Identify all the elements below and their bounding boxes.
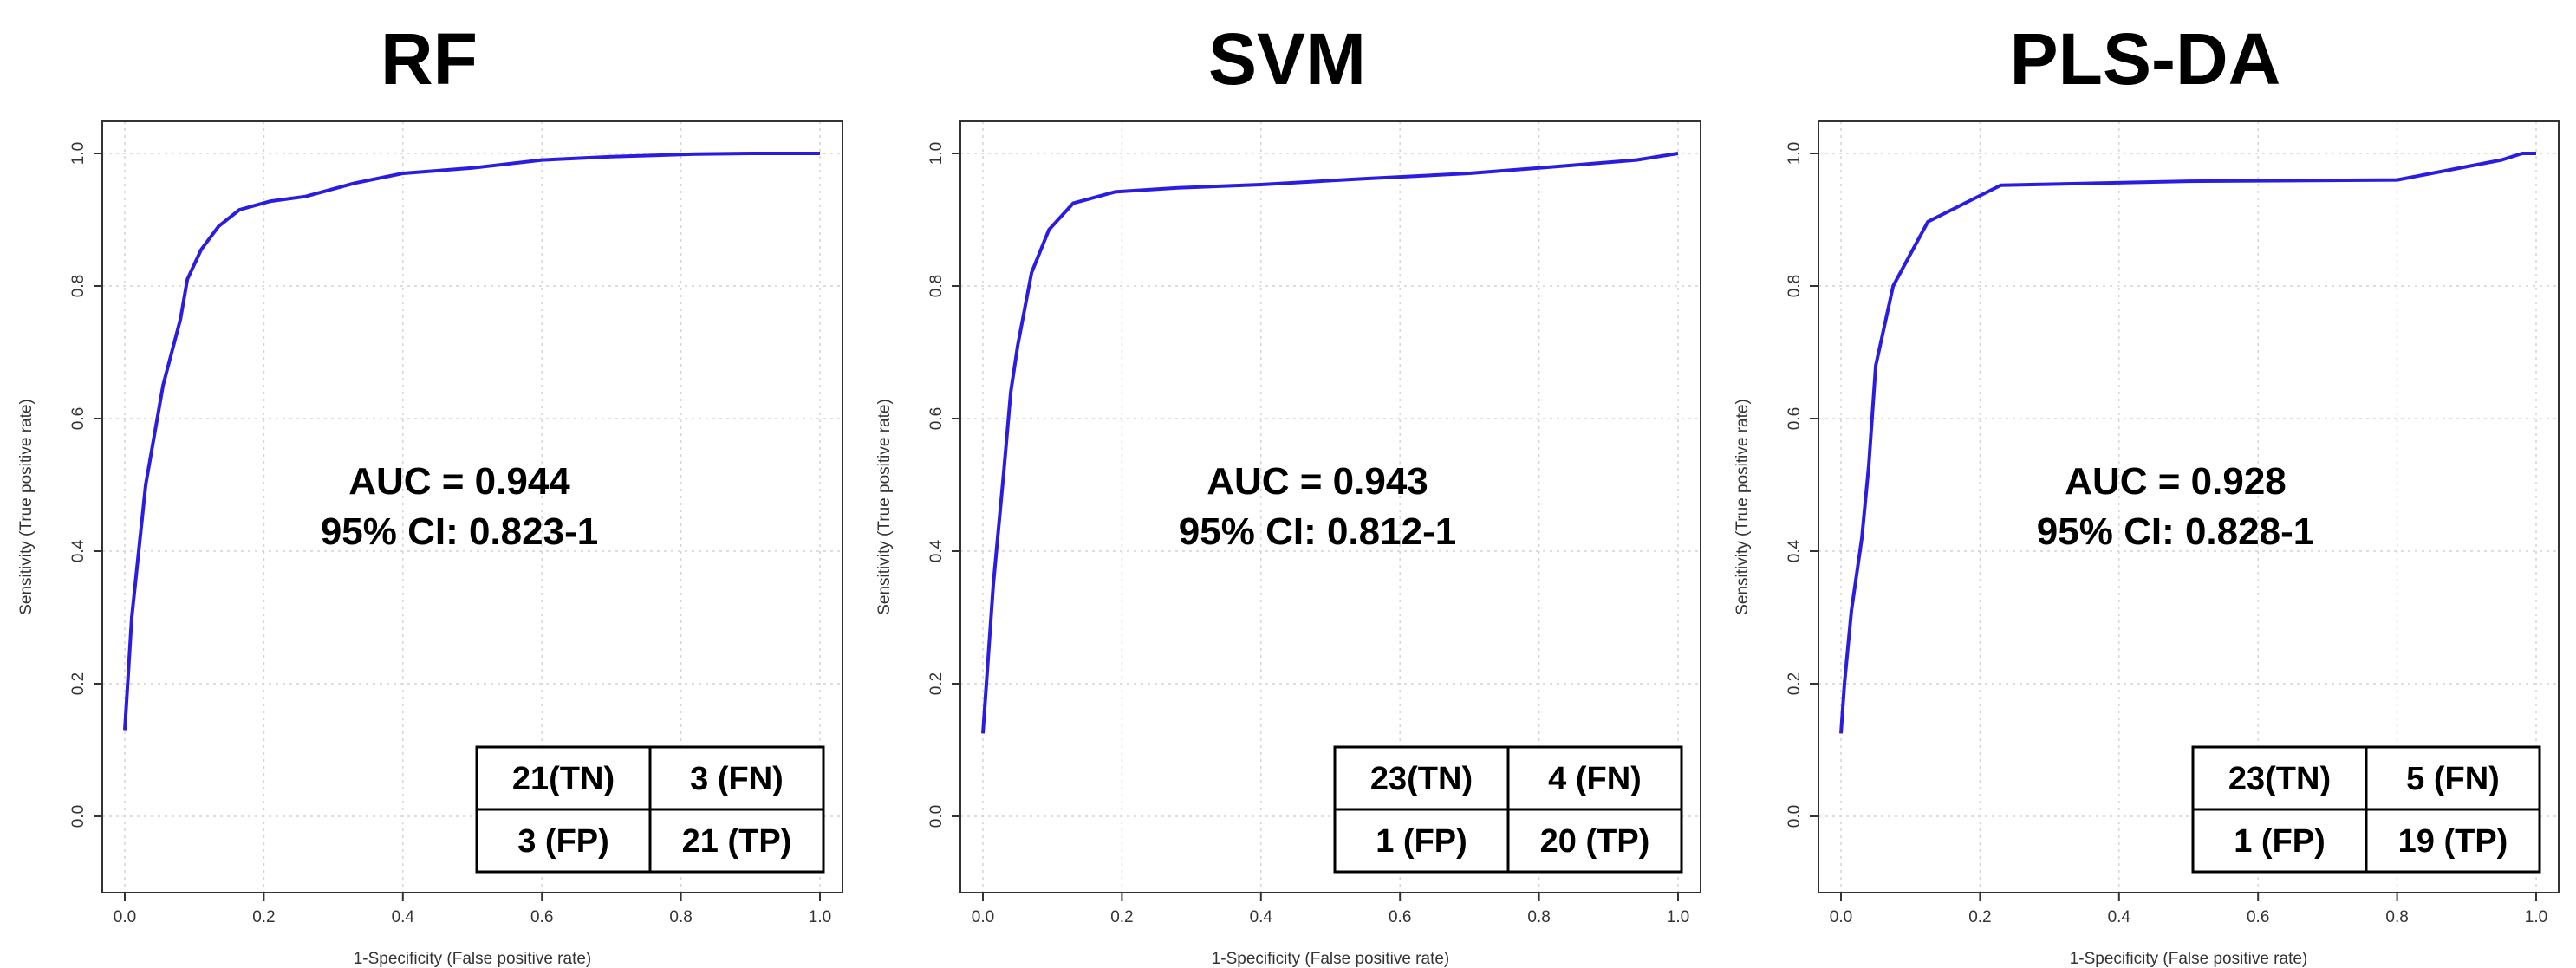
chart-title: PLS-DA [2009, 18, 2281, 100]
confusion-matrix-cell: 1 (FP) [1376, 823, 1467, 860]
confusion-matrix-cell: 1 (FP) [2234, 823, 2326, 860]
confusion-matrix-cell: 21 (TP) [682, 823, 792, 860]
roc-curve [123, 152, 820, 731]
y-axis-title: Sensitivity (True positive rate) [875, 399, 894, 615]
x-axis-title: 1-Specificity (False positive rate) [2070, 950, 2308, 968]
auc-value: AUC = 0.943 [1207, 460, 1428, 503]
y-tick-label: 0.0 [927, 805, 946, 828]
roc-plot: 0.0 0.2 0.4 0.6 0.8 1.0 0.0 0.2 0.4 0.6 0.8 1.0 1-Sp… [875, 120, 1701, 968]
x-tick-label: 1.0 [2525, 908, 2547, 926]
y-tick-label: 0.8 [927, 275, 946, 297]
y-tick-label: 0.8 [69, 275, 88, 297]
auc-ci: 95% CI: 0.823-1 [321, 510, 598, 553]
confusion-matrix-cell: 3 (FP) [517, 823, 609, 860]
chart-title: RF [381, 18, 478, 100]
x-tick-label: 0.0 [1830, 908, 1852, 926]
y-tick-label: 0.4 [1786, 539, 1804, 562]
auc-ci: 95% CI: 0.828-1 [2037, 510, 2314, 553]
roc-plot: 0.0 0.2 0.4 0.6 0.8 1.0 0.0 0.2 0.4 0.6 0.8 1.0 1-Sp… [1734, 120, 2560, 968]
x-tick-label: 0.6 [530, 908, 553, 926]
x-tick-label: 0.8 [2385, 908, 2408, 926]
confusion-matrix-cell: 23(TN) [2228, 761, 2331, 797]
y-tick-label: 1.0 [927, 142, 946, 165]
roc-panel-svm: SVM 0.0 0.2 0.4 0.6 0.8 1.0 0.0 0.2 0.4 0.6 0.8 1.0… [858, 0, 1716, 968]
x-tick-label: 0.2 [1968, 908, 1991, 926]
plot-frame [1818, 120, 2560, 893]
y-tick-label: 0.2 [1786, 672, 1804, 695]
x-tick-label: 0.0 [972, 908, 994, 926]
roc-curve [1839, 152, 2536, 734]
x-tick-label: 0.8 [669, 908, 692, 926]
x-tick-label: 0.6 [1389, 908, 1411, 926]
confusion-matrix-cell: 3 (FN) [690, 761, 784, 797]
y-tick-label: 0.0 [69, 805, 88, 828]
x-tick-label: 0.4 [2108, 908, 2131, 926]
confusion-matrix-cell: 23(TN) [1370, 761, 1473, 797]
y-tick-label: 0.2 [927, 672, 946, 695]
confusion-matrix-cell: 20 (TP) [1540, 823, 1650, 860]
confusion-matrix-cell: 21(TN) [512, 761, 615, 797]
roc-panel-rf: RF 0.0 0.2 0.4 0.6 0.8 1.0 0.0 0.2 0.4 0.6 0.8 1.0 1… [0, 0, 858, 968]
plot-frame [101, 120, 843, 893]
y-tick-label: 0.2 [69, 672, 88, 695]
y-tick-label: 0.0 [1786, 805, 1804, 828]
auc-ci: 95% CI: 0.812-1 [1179, 510, 1456, 553]
roc-panel-plsda: PLS-DA 0.0 0.2 0.4 0.6 0.8 1.0 0.0 0.2 0.4 0.6 0.8… [1716, 0, 2574, 968]
y-tick-label: 0.4 [69, 539, 88, 562]
y-axis-title: Sensitivity (True positive rate) [17, 399, 36, 615]
y-tick-label: 1.0 [69, 142, 88, 165]
x-tick-label: 0.0 [114, 908, 136, 926]
x-tick-label: 0.2 [252, 908, 275, 926]
chart-title: SVM [1207, 18, 1367, 100]
x-tick-label: 0.6 [2247, 908, 2269, 926]
y-tick-label: 0.6 [1786, 407, 1804, 430]
x-tick-label: 0.4 [1250, 908, 1273, 926]
x-tick-label: 0.8 [1527, 908, 1550, 926]
confusion-matrix-cell: 5 (FN) [2406, 761, 2500, 797]
y-tick-label: 0.6 [927, 407, 946, 430]
x-tick-label: 1.0 [809, 908, 831, 926]
x-axis-title: 1-Specificity (False positive rate) [1212, 950, 1450, 968]
y-axis-title: Sensitivity (True positive rate) [1734, 399, 1752, 615]
y-tick-label: 0.8 [1786, 275, 1804, 297]
x-axis-title: 1-Specificity (False positive rate) [354, 950, 592, 968]
x-tick-label: 0.4 [392, 908, 415, 926]
x-tick-label: 0.2 [1110, 908, 1133, 926]
roc-curve [981, 152, 1679, 734]
y-tick-label: 1.0 [1786, 142, 1804, 165]
confusion-matrix-cell: 4 (FN) [1548, 761, 1642, 797]
confusion-matrix-cell: 19 (TP) [2398, 823, 2508, 860]
auc-value: AUC = 0.944 [348, 460, 570, 503]
roc-plot: 0.0 0.2 0.4 0.6 0.8 1.0 0.0 0.2 0.4 0.6 0.8 1.0 1-Sp… [17, 120, 843, 968]
y-tick-label: 0.6 [69, 407, 88, 430]
auc-value: AUC = 0.928 [2065, 460, 2287, 503]
y-tick-label: 0.4 [927, 539, 946, 562]
plot-frame [959, 120, 1701, 893]
x-tick-label: 1.0 [1667, 908, 1689, 926]
